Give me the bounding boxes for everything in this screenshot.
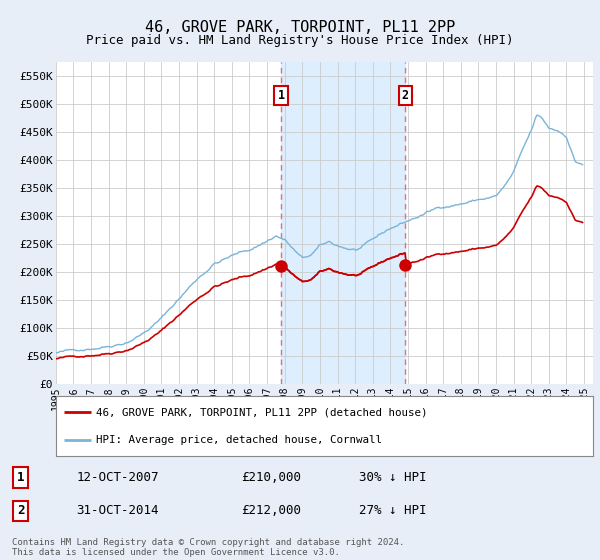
- Text: £210,000: £210,000: [241, 471, 301, 484]
- Text: 2: 2: [401, 89, 409, 102]
- Text: 46, GROVE PARK, TORPOINT, PL11 2PP (detached house): 46, GROVE PARK, TORPOINT, PL11 2PP (deta…: [96, 407, 428, 417]
- Text: HPI: Average price, detached house, Cornwall: HPI: Average price, detached house, Corn…: [96, 435, 382, 445]
- Text: Contains HM Land Registry data © Crown copyright and database right 2024.
This d: Contains HM Land Registry data © Crown c…: [12, 538, 404, 557]
- Text: Price paid vs. HM Land Registry's House Price Index (HPI): Price paid vs. HM Land Registry's House …: [86, 34, 514, 46]
- Text: 46, GROVE PARK, TORPOINT, PL11 2PP: 46, GROVE PARK, TORPOINT, PL11 2PP: [145, 20, 455, 35]
- Text: 27% ↓ HPI: 27% ↓ HPI: [359, 505, 426, 517]
- Text: 30% ↓ HPI: 30% ↓ HPI: [359, 471, 426, 484]
- Text: 1: 1: [17, 471, 25, 484]
- Text: £212,000: £212,000: [241, 505, 301, 517]
- Text: 12-OCT-2007: 12-OCT-2007: [77, 471, 159, 484]
- Text: 1: 1: [277, 89, 284, 102]
- Text: 2: 2: [17, 505, 25, 517]
- Text: 31-OCT-2014: 31-OCT-2014: [77, 505, 159, 517]
- Bar: [281, 62, 405, 384]
